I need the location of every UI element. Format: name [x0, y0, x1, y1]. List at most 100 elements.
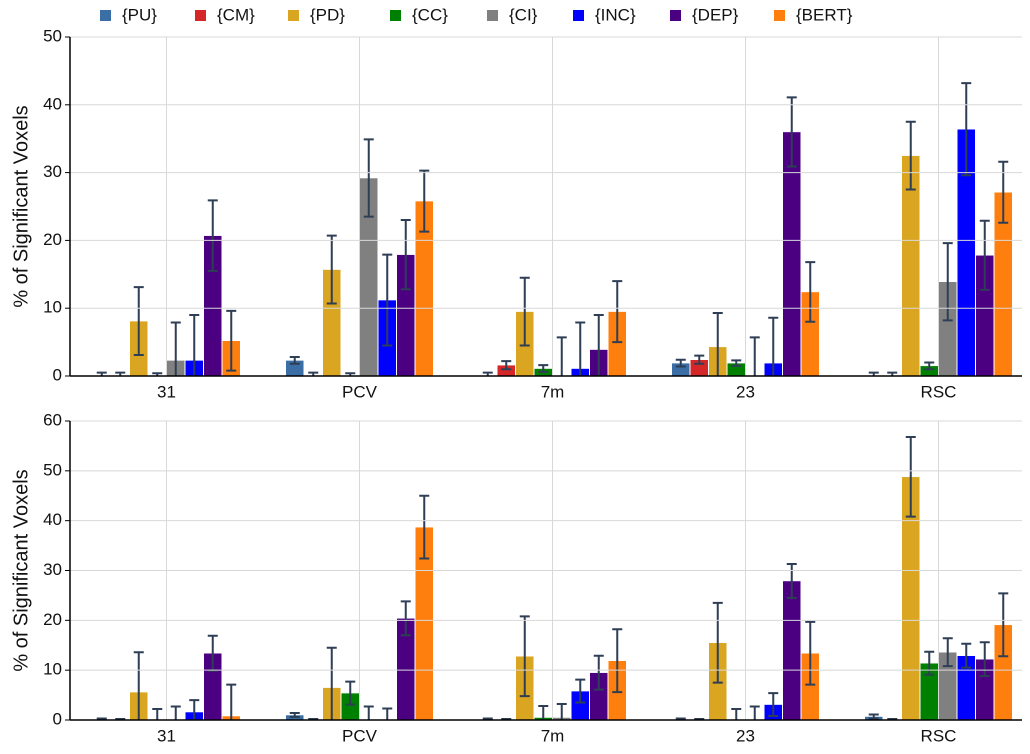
y-tick-label: 10: [43, 298, 62, 317]
error-bar: [326, 646, 337, 720]
y-tick-label: 0: [53, 709, 62, 728]
error-bar: [382, 253, 393, 347]
error-bar: [538, 705, 549, 720]
error-bar: [768, 316, 779, 376]
error-bar: [170, 321, 181, 376]
x-tick-label: 31: [157, 726, 176, 745]
error-bar: [482, 371, 493, 376]
y-tick-label: 40: [43, 510, 62, 529]
error-bar: [308, 371, 319, 376]
legend-label: {CM}: [217, 5, 255, 24]
error-bar: [501, 360, 512, 371]
error-bar: [519, 615, 530, 698]
error-bar: [749, 336, 760, 376]
x-tick-label: 23: [736, 726, 755, 745]
error-bar: [400, 600, 411, 637]
x-tick-label: 7m: [541, 382, 565, 401]
legend-label: {PU}: [122, 5, 157, 24]
error-bar: [482, 717, 493, 720]
error-bar: [189, 699, 200, 720]
error-bar: [675, 717, 686, 720]
y-tick-label: 60: [43, 410, 62, 429]
y-tick-label: 50: [43, 26, 62, 45]
error-bar: [556, 703, 567, 720]
error-bar: [868, 713, 879, 720]
error-bar: [942, 242, 953, 322]
error-bar: [786, 96, 797, 168]
error-bar: [115, 371, 126, 376]
x-tick-label: 31: [157, 382, 176, 401]
x-tick-label: RSC: [921, 382, 957, 401]
error-bar: [289, 356, 300, 365]
error-bar: [731, 359, 742, 367]
x-tick-label: PCV: [342, 726, 378, 745]
x-tick-label: PCV: [342, 382, 378, 401]
plot: [96, 82, 1013, 376]
error-bar: [419, 494, 430, 560]
plot: [96, 435, 1013, 720]
error-bar: [961, 642, 972, 669]
y-tick-label: 0: [53, 365, 62, 384]
error-bar: [519, 276, 530, 347]
error-bar: [419, 169, 430, 233]
bar: [782, 131, 801, 376]
error-bar: [556, 336, 567, 376]
error-bar: [998, 592, 1009, 658]
error-bar: [805, 261, 816, 323]
error-bar: [170, 705, 181, 720]
legend-swatch: [100, 10, 111, 21]
error-bar: [612, 280, 623, 344]
y-tick-label: 20: [43, 610, 62, 629]
legend-label: {PD}: [310, 5, 345, 24]
error-bar: [905, 435, 916, 518]
error-bar: [133, 286, 144, 356]
error-bar: [887, 371, 898, 376]
error-bar: [538, 364, 549, 373]
error-bar: [326, 234, 337, 305]
legend-swatch: [670, 10, 681, 21]
legend-label: {DEP}: [692, 5, 739, 24]
error-bar: [345, 680, 356, 706]
error-bar: [612, 628, 623, 694]
error-bar: [786, 563, 797, 599]
y-tick-label: 40: [43, 94, 62, 113]
y-axis-label: % of Significant Voxels: [10, 105, 32, 307]
error-bar: [189, 313, 200, 376]
error-bar: [226, 309, 237, 372]
error-bar: [961, 82, 972, 177]
error-bar: [712, 601, 723, 684]
y-tick-label: 10: [43, 660, 62, 679]
error-bar: [96, 371, 107, 376]
error-bar: [96, 717, 107, 720]
error-bar: [905, 120, 916, 191]
y-tick-label: 20: [43, 230, 62, 249]
error-bar: [575, 321, 586, 376]
legend-swatch: [195, 10, 206, 21]
legend-swatch: [390, 10, 401, 21]
error-bar: [363, 705, 374, 720]
bar: [782, 580, 801, 720]
error-bar: [868, 371, 879, 376]
error-bar: [924, 361, 935, 371]
legend-swatch: [774, 10, 785, 21]
error-bar: [942, 637, 953, 668]
error-bar: [749, 705, 760, 720]
legend-swatch: [487, 10, 498, 21]
error-bar: [998, 160, 1009, 224]
error-bar: [768, 692, 779, 718]
error-bar: [924, 650, 935, 676]
error-bar: [152, 708, 163, 720]
error-bar: [593, 654, 604, 691]
legend-swatch: [288, 10, 299, 21]
error-bar: [805, 620, 816, 686]
x-tick-label: RSC: [921, 726, 957, 745]
y-axis-label: % of Significant Voxels: [10, 469, 32, 671]
y-tick-label: 30: [43, 560, 62, 579]
error-bar: [345, 372, 356, 376]
legend-label: {BERT}: [796, 5, 853, 24]
error-bar: [152, 372, 163, 376]
error-bar: [363, 138, 374, 218]
legend-label: {INC}: [595, 5, 636, 24]
error-bar: [694, 354, 705, 365]
error-bar: [979, 219, 990, 291]
